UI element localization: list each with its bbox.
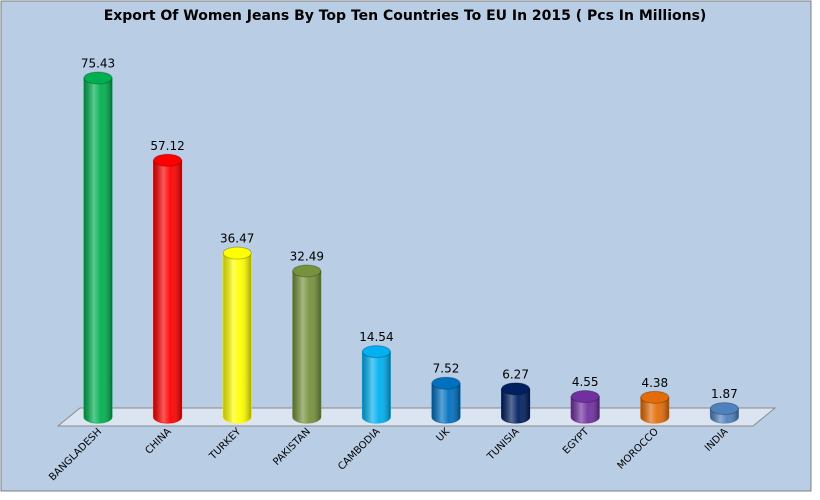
bar-top <box>640 390 670 404</box>
bar-shade <box>223 253 252 423</box>
bar-top <box>361 345 391 359</box>
value-label: 75.43 <box>81 57 115 71</box>
value-label: 14.54 <box>359 330 393 344</box>
bar-shade <box>84 78 112 423</box>
value-label: 36.47 <box>220 232 254 246</box>
value-label: 4.55 <box>572 375 599 389</box>
bar-shade <box>362 351 391 423</box>
bar-top <box>222 246 252 260</box>
value-label: 32.49 <box>290 249 324 263</box>
bar-top <box>431 376 461 390</box>
bar-top <box>501 382 531 396</box>
bar-shade <box>640 397 669 423</box>
value-label: 7.52 <box>433 362 460 376</box>
bar-shade <box>501 388 530 423</box>
bar-shade <box>571 396 600 423</box>
bar-top <box>292 264 322 278</box>
bar-shade <box>153 160 182 423</box>
value-label: 6.27 <box>502 367 529 381</box>
bar-top <box>153 153 183 167</box>
value-label: 4.38 <box>641 376 668 390</box>
bar-shade <box>292 270 321 423</box>
bar-top <box>570 390 600 404</box>
bar-top <box>709 402 739 416</box>
chart-title: Export Of Women Jeans By Top Ten Countri… <box>104 8 707 24</box>
value-label: 1.87 <box>711 387 738 401</box>
bar-top <box>83 71 113 85</box>
bar-shade <box>432 383 460 423</box>
value-label: 57.12 <box>150 139 184 153</box>
